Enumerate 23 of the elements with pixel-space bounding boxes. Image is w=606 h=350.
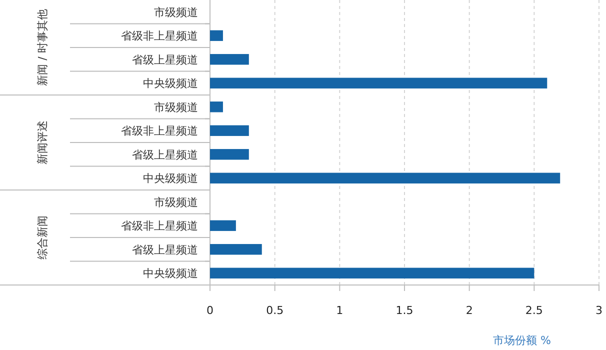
y-tick-label: 中央级频道 <box>143 77 198 90</box>
text: 新闻评述 <box>36 120 49 164</box>
y-tick-label: 省级非上星频道 <box>121 220 198 233</box>
text: 新闻 / 时事其他 <box>36 9 49 86</box>
x-tick-label: 2.5 <box>525 304 543 317</box>
y-tick-label: 省级上星频道 <box>132 53 198 66</box>
x-tick-label: 1.5 <box>396 304 414 317</box>
x-tick-label: 1 <box>336 304 344 317</box>
y-tick-label: 省级上星频道 <box>132 243 198 256</box>
x-tick-label: 0.5 <box>266 304 284 317</box>
x-axis-title: 市场份额 % <box>493 334 551 347</box>
x-tick-label: 0 <box>206 304 214 317</box>
y-tick-label: 市级频道 <box>154 6 198 19</box>
y-tick-label: 省级非上星频道 <box>121 124 198 138</box>
text: 综合新闻 <box>36 216 49 260</box>
x-tick-label: 3 <box>596 304 602 317</box>
y-tick-label: 省级非上星频道 <box>121 30 198 43</box>
y-tick-label: 中央级频道 <box>143 267 198 280</box>
y-tick-label: 中央级频道 <box>143 172 198 186</box>
y-tick-label: 省级上星频道 <box>132 148 198 162</box>
y-tick-label: 市级频道 <box>154 100 198 114</box>
x-tick-label: 2 <box>466 304 473 317</box>
y-tick-label: 市级频道 <box>154 196 198 209</box>
